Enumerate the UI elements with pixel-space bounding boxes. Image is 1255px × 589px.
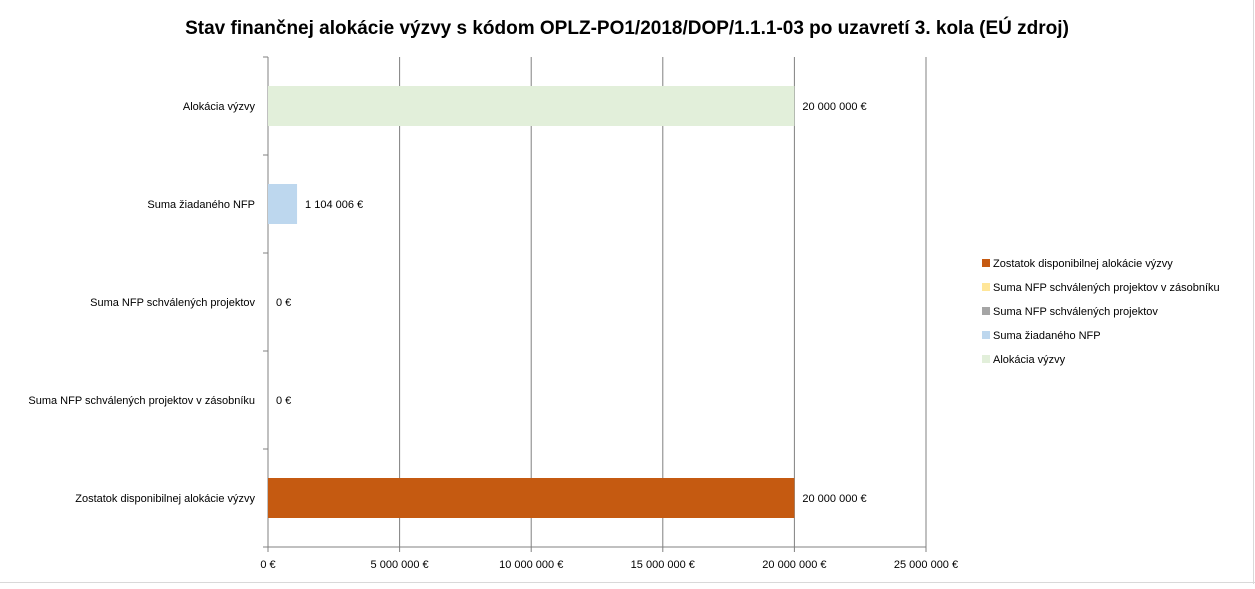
legend-swatch [982,355,990,363]
category-labels: Alokácia výzvy Suma žiadaného NFP Suma NFP… [28,101,255,505]
x-tick-label: 25 000 000 € [894,559,958,571]
chart-title: Stav finančnej alokácie výzvy s kódom OP… [185,17,1069,39]
x-tick-label: 0 € [260,559,275,571]
category-label: Suma žiadaného NFP [147,199,255,211]
data-label: 20 000 000 € [802,493,866,505]
x-tick-label: 15 000 000 € [631,559,695,571]
bars [268,86,795,518]
x-tick-label: 10 000 000 € [499,559,563,571]
x-tick-labels: 0 € 5 000 000 € 10 000 000 € 15 000 000 € 20… [260,559,958,571]
chart-frame-edge [0,582,1255,583]
legend-label: Zostatok disponibilnej alokácie výzvy [993,258,1173,270]
data-labels: 20 000 000 € 1 104 006 € 0 € 0 € 20 000 000 … [276,101,867,505]
axes [263,56,927,552]
legend-swatch [982,283,990,291]
bar [268,478,795,518]
gridlines [399,57,927,547]
category-label: Zostatok disponibilnej alokácie výzvy [75,493,255,505]
category-label: Suma NFP schválených projektov [90,297,255,309]
legend-label: Suma žiadaného NFP [993,330,1101,342]
bar [268,184,298,224]
data-label: 0 € [276,297,291,309]
legend-swatch [982,259,990,267]
x-tick-label: 20 000 000 € [762,559,826,571]
legend: Zostatok disponibilnej alokácie výzvy Sum… [982,258,1220,366]
category-label: Suma NFP schválených projektov v zásobní… [28,395,255,407]
chart-frame-edge [1253,0,1254,584]
category-label: Alokácia výzvy [183,101,256,113]
x-tick-label: 5 000 000 € [371,559,429,571]
data-label: 1 104 006 € [305,199,363,211]
legend-label: Suma NFP schválených projektov [993,306,1158,318]
bar [268,86,795,126]
legend-swatch [982,307,990,315]
data-label: 20 000 000 € [802,101,866,113]
legend-label: Suma NFP schválených projektov v zásobní… [993,282,1220,294]
legend-swatch [982,331,990,339]
data-label: 0 € [276,395,291,407]
legend-label: Alokácia výzvy [993,354,1066,366]
